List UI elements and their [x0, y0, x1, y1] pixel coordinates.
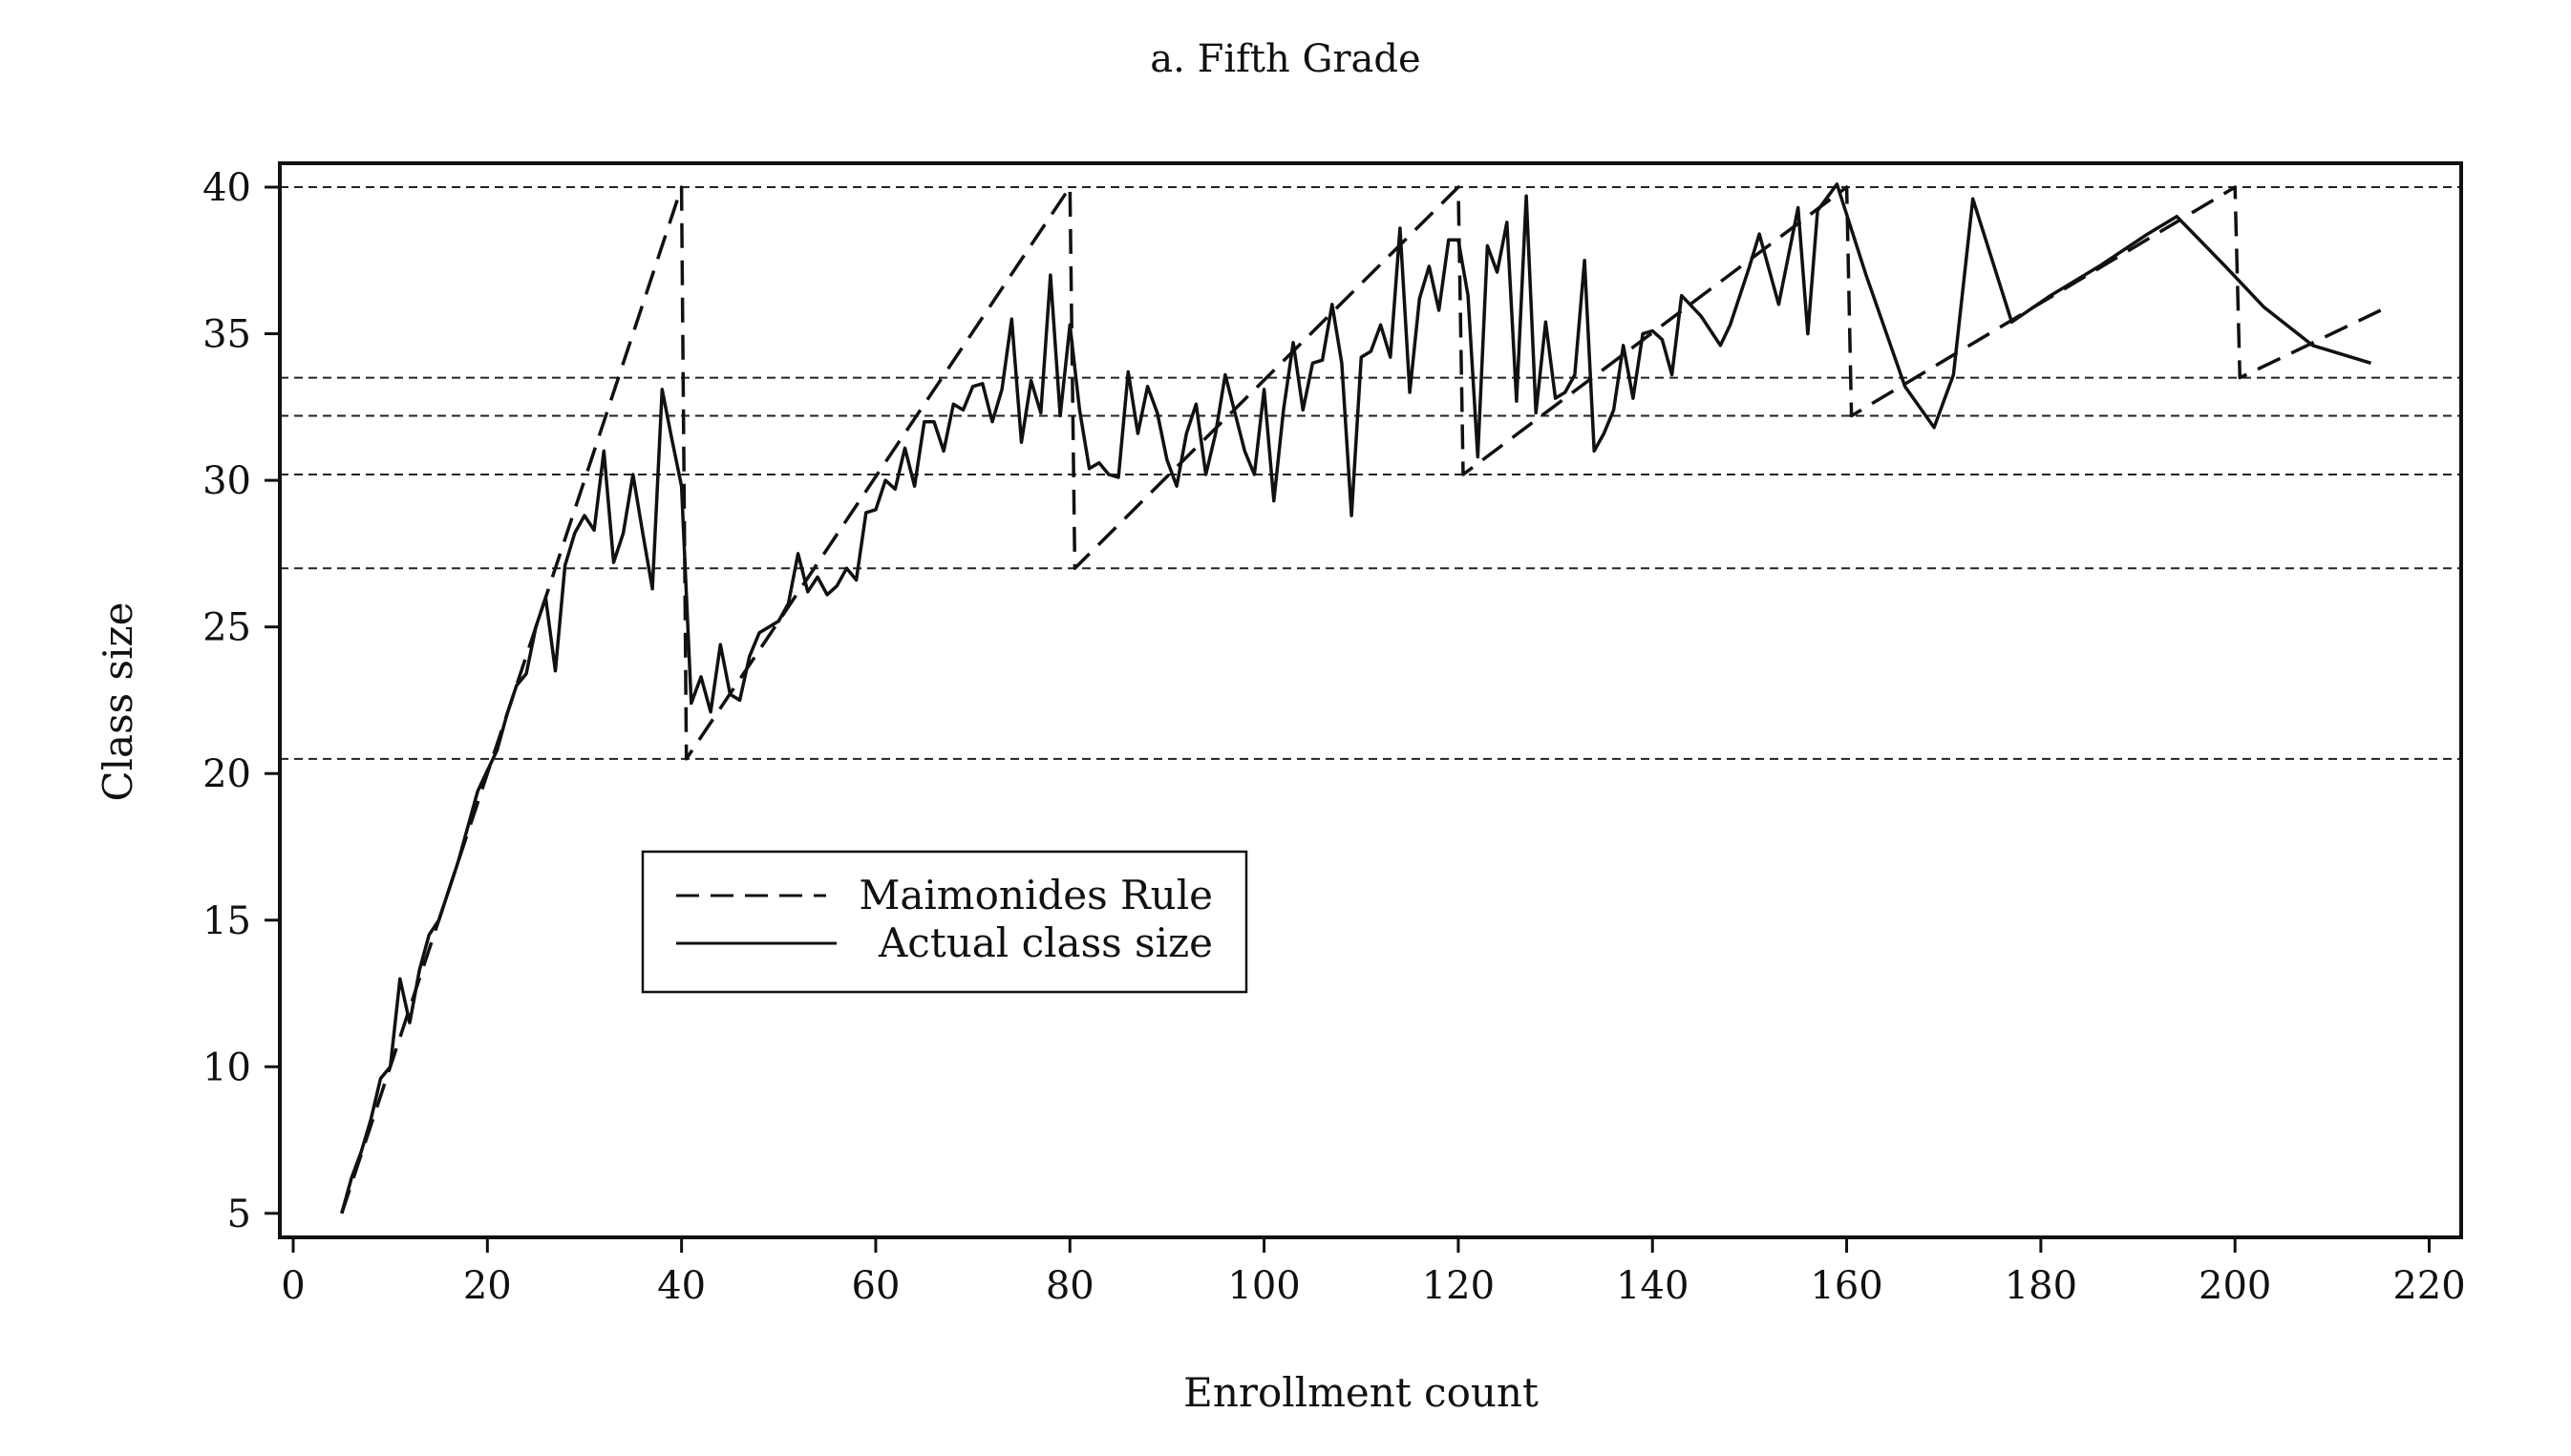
y-tick-label: 10 [202, 1045, 251, 1089]
series-line-actual [340, 182, 2372, 1214]
chart-title: a. Fifth Grade [1150, 37, 1420, 81]
y-axis-label: Class size [95, 601, 141, 801]
y-tick-label: 15 [202, 899, 251, 943]
plot-frame [278, 161, 2463, 1239]
x-tick-label: 100 [1227, 1264, 1300, 1308]
x-tick-label: 180 [2005, 1264, 2077, 1308]
series-layer [340, 182, 2382, 1214]
x-tick-label: 140 [1616, 1264, 1689, 1308]
x-axis: 0 20 40 60 80 100 120 140 160 180 200 220 [281, 1237, 2466, 1308]
x-tick-label: 220 [2392, 1264, 2465, 1308]
x-axis-label: Enrollment count [1183, 1369, 1539, 1416]
y-tick-label: 5 [227, 1192, 251, 1236]
y-tick-label: 20 [202, 752, 251, 796]
y-tick-label: 25 [202, 606, 251, 650]
legend-box [641, 850, 1248, 994]
x-tick-label: 60 [852, 1264, 901, 1308]
x-tick-label: 80 [1046, 1264, 1094, 1308]
x-tick-label: 40 [657, 1264, 706, 1308]
series-line-maimonides [340, 185, 2382, 1214]
y-axis: 5 10 15 20 25 30 35 40 [202, 166, 280, 1236]
y-tick-label: 30 [202, 459, 251, 503]
y-tick-label: 35 [202, 313, 251, 357]
x-tick-label: 120 [1422, 1264, 1495, 1308]
x-tick-label: 0 [281, 1264, 305, 1308]
x-tick-label: 160 [1810, 1264, 1882, 1308]
legend-label-actual: Actual class size [878, 919, 1213, 966]
legend: Maimonides Rule Actual class size [641, 850, 1248, 994]
y-tick-label: 40 [202, 166, 251, 210]
legend-label-maimonides: Maimonides Rule [859, 872, 1213, 918]
x-tick-label: 200 [2199, 1264, 2271, 1308]
x-tick-label: 20 [463, 1264, 512, 1308]
reference-lines [280, 186, 2461, 760]
